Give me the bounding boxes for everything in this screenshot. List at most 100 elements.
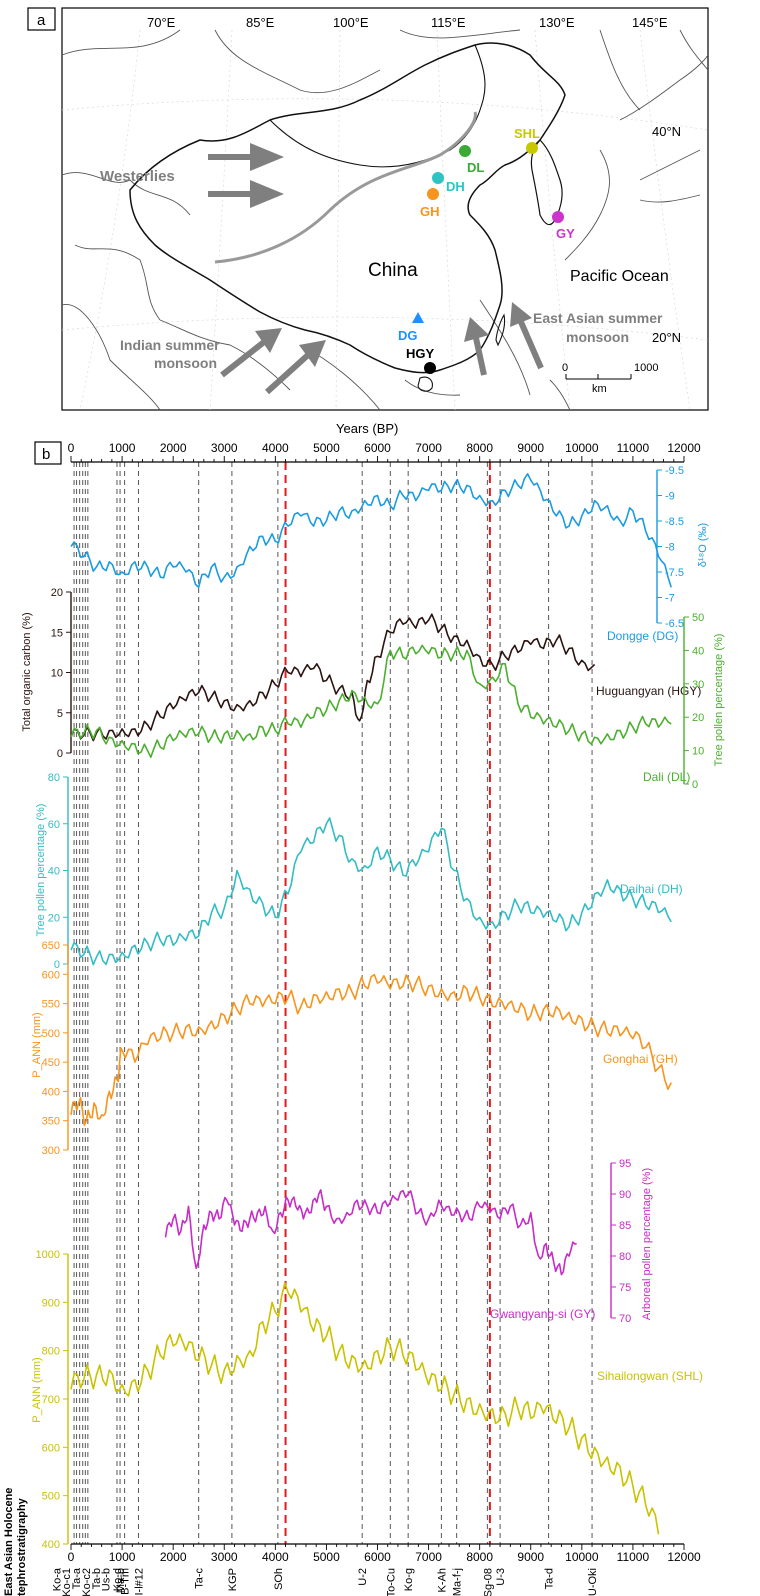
- map-frame: [61, 7, 709, 411]
- site-gh-marker: [427, 188, 439, 200]
- series-name: Dali (DL): [643, 770, 690, 784]
- lat-label-20n: 20°N: [652, 330, 681, 345]
- y-tick-label: 400: [42, 1086, 60, 1098]
- hainan-outline: [417, 376, 433, 392]
- lon-label-130e: 130°E: [539, 15, 575, 30]
- series-3: 0 10 20 30 40 50 Dali (DL) Tree pollen percenta…: [70, 612, 725, 791]
- tephra-label: SI-l#12: [133, 1568, 145, 1596]
- y-axis-label: Tree pollen percentage (%): [713, 634, 725, 767]
- westerlies-label: Westerlies: [100, 168, 175, 185]
- top-axis-title: Years (BP): [336, 421, 398, 436]
- tephra-label: Ko-a: [52, 1567, 64, 1591]
- lon-label-145e: 145°E: [632, 15, 668, 30]
- china-label: China: [368, 260, 418, 281]
- y-tick-label: 550: [42, 999, 60, 1011]
- tephra-label: SOh: [273, 1568, 285, 1590]
- y-tick-label: 0: [57, 748, 63, 760]
- panel-b-label-box: [34, 441, 62, 465]
- x-tick-label: 7000: [415, 1550, 442, 1564]
- panel-a-label-box: [27, 7, 56, 31]
- tephra-label: Ko-g: [403, 1568, 415, 1591]
- x-tick-label: 5000: [313, 441, 340, 455]
- tephra-label: B-Sg-08: [482, 1568, 494, 1596]
- series-name: Gwangyang-si (GY): [490, 1307, 595, 1321]
- y-tick-label: -9: [665, 491, 675, 503]
- lon-label-85e: 85°E: [246, 15, 275, 30]
- east-asian-monsoon-label-1: East Asian summer: [533, 310, 663, 326]
- y-tick-label: 600: [42, 1442, 60, 1454]
- x-tick-label: 0: [68, 1550, 75, 1564]
- y-tick-label: 10: [692, 746, 704, 758]
- y-tick-label: 80: [48, 772, 60, 784]
- tephra-label: Ko-c2: [81, 1568, 93, 1596]
- x-tick-label: 9000: [517, 1550, 544, 1564]
- y-tick-label: 80: [619, 1251, 631, 1263]
- y-tick-label: 90: [619, 1189, 631, 1201]
- scale-bar: 0 1000 km: [562, 362, 658, 395]
- tephra-label: Ta-b: [91, 1568, 103, 1589]
- site-gy-marker: [552, 211, 564, 223]
- y-tick-label: 30: [692, 679, 704, 691]
- x-tick-label: 10000: [565, 441, 599, 455]
- y-tick-label: -7: [665, 593, 675, 605]
- tephra-label: Ta-d: [544, 1568, 556, 1589]
- x-tick-label: 1000: [109, 1550, 136, 1564]
- panel-b-label: b: [42, 446, 50, 463]
- x-tick-label: 8000: [466, 1550, 493, 1564]
- tephra-label: U-3: [495, 1568, 507, 1586]
- series-name: Gonghai (GH): [603, 1052, 678, 1066]
- taiwan-outline: [495, 313, 506, 347]
- coastlines: [61, 29, 709, 411]
- scale-label-0: 0: [562, 362, 568, 374]
- x-tick-label: 12000: [667, 1550, 701, 1564]
- series-6: 70 75 80 85 90 95 Gwangyang-si (GY) Arboreal po…: [164, 1158, 653, 1325]
- tephra-label: Ta-a: [71, 1567, 83, 1589]
- tephra-label: Us-b: [100, 1568, 112, 1591]
- y-tick-label: 50: [692, 612, 704, 624]
- scale-label-1000: 1000: [634, 362, 658, 374]
- east-asian-monsoon-label-2: monsoon: [566, 329, 629, 345]
- y-tick-label: 20: [692, 712, 704, 724]
- site-label-hgy: HGY: [406, 346, 435, 361]
- y-axis-label: Tree pollen percentage (%): [35, 804, 47, 937]
- site-label-gy: GY: [556, 226, 575, 241]
- y-axis-label: P_ANN (mm): [31, 1012, 43, 1077]
- tephra-label: U-Oki: [587, 1568, 599, 1596]
- x-tick-label: 9000: [517, 441, 544, 455]
- korea-outline: [530, 139, 563, 226]
- y-axis-label: P_ANN (mm): [31, 1357, 43, 1422]
- china-outline: [129, 42, 566, 374]
- x-tick-label: 12000: [667, 441, 701, 455]
- y-tick-label: 85: [619, 1220, 631, 1232]
- y-tick-label: 20: [48, 912, 60, 924]
- map-text: Westerlies China Pacific Ocean Indian su…: [100, 168, 669, 371]
- y-tick-label: 95: [619, 1158, 631, 1170]
- y-tick-label: 75: [619, 1282, 631, 1294]
- y-tick-label: 350: [42, 1116, 60, 1128]
- x-tick-label: 6000: [364, 1550, 391, 1564]
- x-tick-label: 6000: [364, 441, 391, 455]
- series-name: Daihai (DH): [620, 882, 683, 896]
- tephra-label: Ta-c: [194, 1568, 206, 1589]
- indian-monsoon-label-2: monsoon: [154, 355, 217, 371]
- series-7: 400 500 600 700 800 900 1000 Sihailongwan (SHL)…: [31, 1249, 703, 1551]
- lon-labels: 70°E 85°E 100°E 115°E 130°E 145°E 40°N 2…: [147, 15, 681, 345]
- series-name: Dongge (DG): [607, 629, 678, 643]
- y-tick-label: 650: [42, 940, 60, 952]
- y-tick-label: 700: [42, 1394, 60, 1406]
- y-tick-label: 500: [42, 1491, 60, 1503]
- pacific-label: Pacific Ocean: [570, 268, 669, 285]
- lon-label-100e: 100°E: [333, 15, 369, 30]
- tephra-label: B-Tm: [120, 1568, 132, 1595]
- series-2: 0 5 10 15 20 Huguangyan (HGY) Total organic ca…: [21, 587, 701, 760]
- y-tick-label: 15: [51, 627, 63, 639]
- series-line: [164, 1189, 577, 1276]
- site-dg-marker: [412, 312, 424, 323]
- series-line: [70, 817, 672, 966]
- tephra-title-line2: tephrostratigraphy: [16, 1497, 28, 1596]
- series-line: [70, 473, 672, 589]
- tephra-title-line1: East Asian Holocene: [3, 1488, 15, 1596]
